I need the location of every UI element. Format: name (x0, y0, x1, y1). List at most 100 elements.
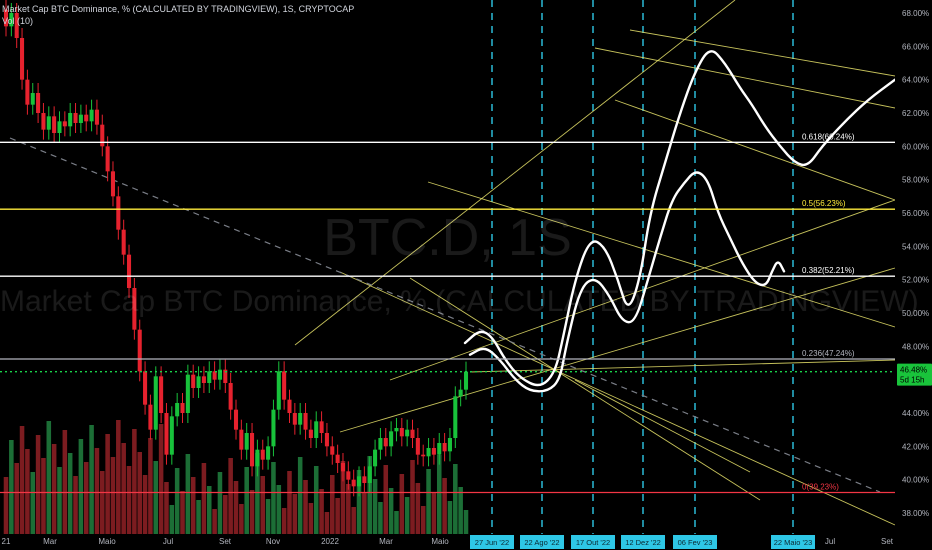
volume-bar (458, 487, 463, 534)
candle-body (196, 376, 201, 388)
candle-body (185, 374, 190, 413)
volume-bar (346, 484, 351, 534)
volume-bar (169, 505, 175, 534)
volume-bar (116, 420, 121, 534)
candle-body (105, 146, 110, 172)
candle-body (394, 428, 399, 432)
volume-bar (292, 494, 298, 534)
candle-body (255, 449, 260, 467)
volume-bar (212, 509, 217, 534)
candle-body (324, 433, 329, 447)
date-marker-label: 06 Fev '23 (678, 538, 713, 547)
candle-body (62, 121, 67, 127)
fib-level-label: 0.618(60.24%) (802, 132, 855, 141)
candle-body (78, 114, 83, 123)
candle-body (266, 446, 271, 460)
volume-bar (297, 457, 303, 534)
volume-bar (378, 502, 383, 534)
price-tick-label: 58.00% (902, 176, 929, 185)
candle-body (458, 389, 463, 397)
candle-body (175, 403, 180, 417)
volume-indicator-label[interactable]: Vol (10) (2, 16, 34, 26)
date-marker-badge[interactable] (621, 535, 665, 549)
time-tick-label: Mar (379, 537, 393, 546)
candle-body (244, 433, 249, 450)
candle-body (383, 438, 388, 447)
drawing-layer (9, 0, 896, 534)
volume-bar (281, 508, 287, 534)
candle-body (233, 409, 239, 430)
time-tick-label: Mar (43, 537, 57, 546)
candle-body (191, 374, 196, 388)
candle-body (223, 369, 228, 383)
time-tick-label: Jul (163, 537, 173, 546)
candle-body (169, 416, 174, 455)
time-axis[interactable]: 21 Mar Maio Jul Set Nov 2022 Mar Maio Jul Set 27 Ju… (0, 534, 932, 550)
date-marker-badge[interactable] (673, 535, 717, 549)
time-tick-label: Maio (431, 537, 449, 546)
date-marker-badge[interactable] (571, 535, 615, 549)
trend-line (469, 359, 896, 373)
date-marker-label: 27 Jun '22 (475, 538, 509, 547)
volume-bar (431, 492, 437, 534)
candle-body (421, 454, 426, 457)
date-marker-label: 22 Maio '23 (774, 538, 813, 547)
date-marker-badge[interactable] (520, 535, 564, 549)
volume-bar (201, 463, 207, 534)
projection-path-primary (463, 50, 897, 387)
volume-bar (100, 471, 105, 534)
candle-body (36, 93, 41, 113)
candle-body (463, 371, 469, 390)
volume-bar (426, 469, 431, 534)
volume-bar (255, 453, 260, 534)
volume-bar (442, 478, 447, 534)
candle-body (437, 443, 442, 455)
volume-bar (447, 501, 453, 534)
candle-body (212, 371, 217, 380)
fib-level-label: 0(39.23%) (802, 483, 839, 492)
volume-bar (57, 467, 62, 534)
candle-body (207, 371, 212, 383)
projection-path-secondary (468, 171, 786, 393)
candle-body (30, 93, 35, 105)
volume-bar (110, 457, 116, 534)
volume-bar (228, 458, 233, 534)
candle-body (57, 121, 62, 133)
price-axis[interactable]: 38.00%40.00%42.00%44.00%46.00%48.00%50.0… (895, 0, 932, 550)
projection-layer (463, 50, 897, 393)
volume-bar (73, 476, 78, 534)
candle-body (399, 428, 404, 437)
volume-bar (25, 449, 30, 534)
candle-body (340, 463, 346, 472)
volume-bar (19, 426, 25, 534)
volume-bar (249, 490, 255, 534)
volume-bar (217, 472, 223, 534)
volume-bar (174, 468, 180, 534)
price-tick-label: 40.00% (902, 476, 929, 485)
candle-body (116, 196, 121, 230)
price-badge[interactable] (897, 363, 932, 386)
date-marker-badge[interactable] (470, 535, 514, 549)
candle-body (330, 446, 335, 455)
date-marker-badge[interactable] (771, 535, 815, 549)
price-tick-label: 60.00% (902, 142, 929, 151)
time-tick-label: 2022 (321, 537, 339, 546)
time-tick-label: Set (219, 537, 232, 546)
trend-line (339, 267, 896, 433)
volume-bar (3, 477, 9, 534)
candle-body (447, 438, 452, 452)
volume-bar (14, 463, 19, 534)
candle-body (73, 113, 78, 123)
candle-body (431, 448, 436, 455)
chart-title[interactable]: Market Cap BTC Dominance, % (CALCULATED … (2, 4, 355, 14)
trend-line (427, 181, 896, 328)
fib-level-label: 0.5(56.23%) (802, 199, 846, 208)
trend-line (594, 47, 896, 109)
date-marker-label: 22 Ago '22 (524, 538, 559, 547)
candle-body (148, 404, 153, 430)
trend-line (339, 271, 896, 526)
candle-body (351, 479, 356, 487)
time-tick-label: Set (881, 537, 894, 546)
volume-bar (265, 499, 271, 534)
